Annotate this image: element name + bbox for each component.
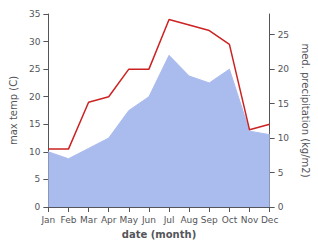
svg-text:0: 0 — [35, 202, 41, 212]
svg-text:25: 25 — [278, 30, 289, 40]
svg-text:15: 15 — [29, 119, 40, 129]
svg-text:Nov: Nov — [241, 215, 259, 225]
svg-text:0: 0 — [278, 202, 284, 212]
svg-text:20: 20 — [29, 92, 41, 102]
svg-text:Feb: Feb — [61, 215, 77, 225]
svg-text:Dec: Dec — [261, 215, 278, 225]
svg-text:10: 10 — [29, 147, 41, 157]
svg-text:Mar: Mar — [80, 215, 97, 225]
svg-text:Jun: Jun — [141, 215, 156, 225]
svg-text:20: 20 — [278, 64, 290, 74]
svg-text:date (month): date (month) — [122, 229, 196, 240]
svg-text:Aug: Aug — [180, 215, 198, 225]
svg-text:Sep: Sep — [201, 215, 218, 225]
svg-text:30: 30 — [29, 37, 41, 47]
svg-text:5: 5 — [278, 168, 284, 178]
svg-text:Oct: Oct — [222, 215, 238, 225]
svg-text:Jan: Jan — [40, 215, 55, 225]
svg-text:25: 25 — [29, 64, 40, 74]
svg-text:May: May — [120, 215, 139, 225]
svg-text:5: 5 — [35, 174, 41, 184]
svg-text:15: 15 — [278, 99, 289, 109]
svg-text:Apr: Apr — [101, 215, 117, 225]
svg-text:Jul: Jul — [163, 215, 175, 225]
svg-text:max temp (C): max temp (C) — [8, 76, 19, 145]
svg-text:med. precipitation (kg/m2): med. precipitation (kg/m2) — [300, 43, 311, 177]
svg-text:10: 10 — [278, 133, 290, 143]
svg-text:35: 35 — [29, 9, 40, 19]
